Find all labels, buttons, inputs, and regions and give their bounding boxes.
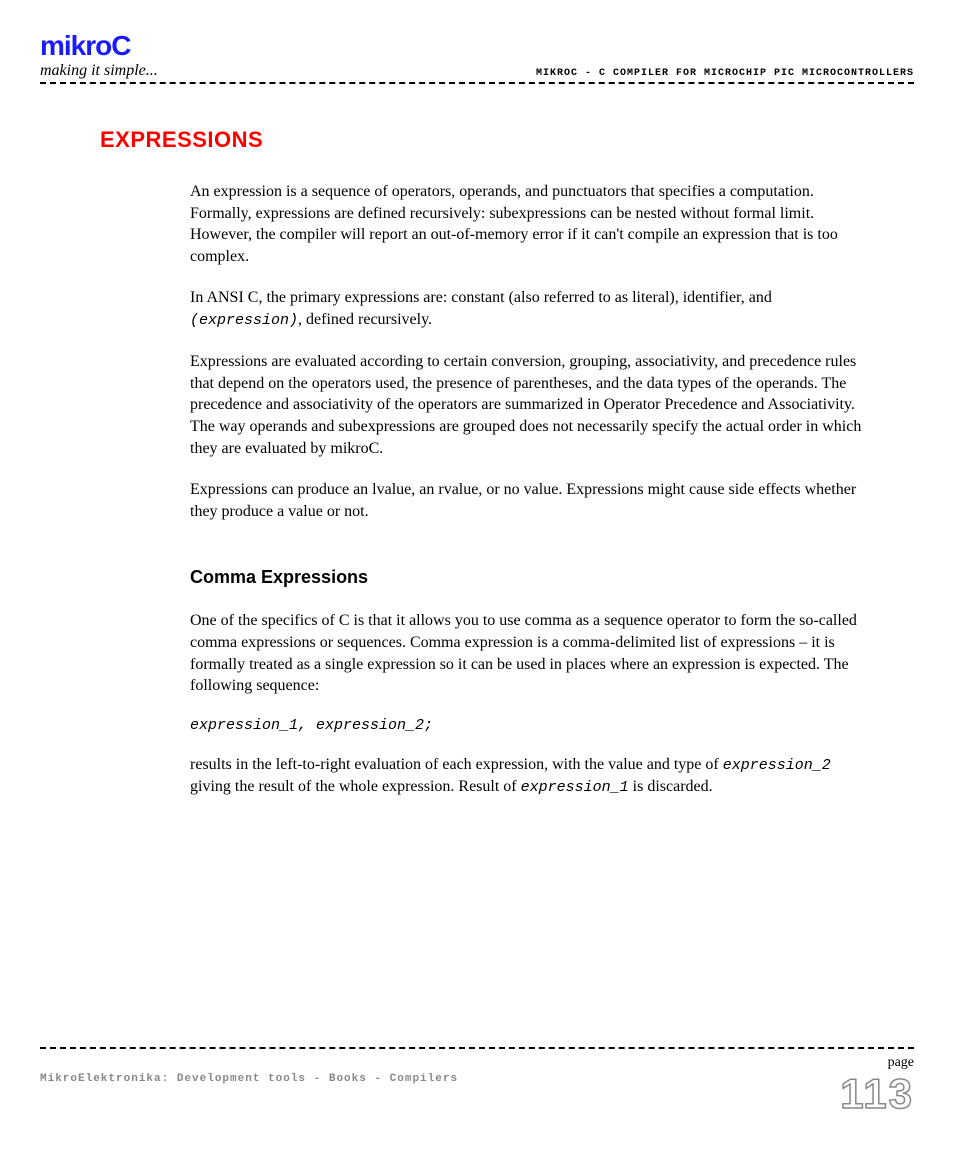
p6-text-b: giving the result of the whole expressio… [190, 778, 521, 795]
p2-text-b: , defined recursively. [298, 311, 432, 328]
footer-right: page 113 [840, 1055, 914, 1115]
footer-rule [40, 1047, 914, 1049]
header-subtitle: mikroC - C Compiler for Microchip PIC mi… [536, 68, 914, 79]
header-brand: mikroC [536, 68, 578, 79]
p6-code-2: expression_1 [521, 779, 629, 796]
paragraph-5: One of the specifics of C is that it all… [190, 610, 864, 696]
header-desc: - C Compiler for Microchip PIC microcont… [578, 68, 914, 79]
page-header: mikroC making it simple... mikroC - C Co… [40, 30, 914, 84]
sub-heading: Comma Expressions [190, 567, 864, 588]
code-block-1: expression_1, expression_2; [190, 717, 864, 734]
p6-code-1: expression_2 [723, 757, 831, 774]
content-area: EXPRESSIONS An expression is a sequence … [40, 92, 914, 798]
page-number: 113 [840, 1073, 914, 1115]
paragraph-1: An expression is a sequence of operators… [190, 181, 864, 267]
paragraph-2: In ANSI C, the primary expressions are: … [190, 287, 864, 331]
logo: mikroC [40, 30, 914, 62]
p2-text-a: In ANSI C, the primary expressions are: … [190, 289, 772, 306]
page-label: page [840, 1055, 914, 1071]
paragraph-3: Expressions are evaluated according to c… [190, 351, 864, 459]
p6-text-c: is discarded. [629, 778, 713, 795]
footer-left-text: MikroElektronika: Development tools - Bo… [40, 1055, 458, 1085]
main-heading: EXPRESSIONS [100, 127, 864, 153]
tagline-row: making it simple... mikroC - C Compiler … [40, 62, 914, 84]
page-footer: MikroElektronika: Development tools - Bo… [40, 1047, 914, 1115]
tagline: making it simple... [40, 62, 158, 80]
p2-code: (expression) [190, 312, 298, 329]
paragraph-4: Expressions can produce an lvalue, an rv… [190, 479, 864, 522]
p6-text-a: results in the left-to-right evaluation … [190, 756, 723, 773]
paragraph-6: results in the left-to-right evaluation … [190, 754, 864, 799]
body-wrap: An expression is a sequence of operators… [100, 181, 864, 798]
footer-row: MikroElektronika: Development tools - Bo… [40, 1055, 914, 1115]
